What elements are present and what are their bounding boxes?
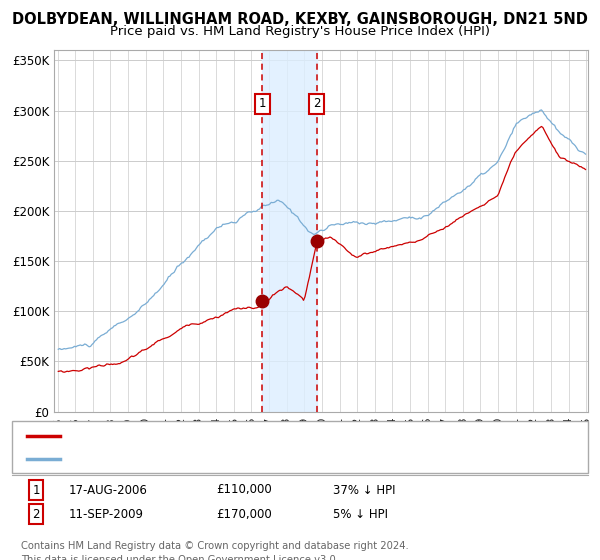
Text: 17-AUG-2006: 17-AUG-2006 — [69, 483, 148, 497]
Text: £170,000: £170,000 — [216, 507, 272, 521]
Bar — [262, 50, 317, 412]
Text: Contains HM Land Registry data © Crown copyright and database right 2024.
This d: Contains HM Land Registry data © Crown c… — [21, 541, 409, 560]
Text: HPI: Average price, detached house, West Lindsey: HPI: Average price, detached house, West… — [69, 454, 349, 464]
Text: 2: 2 — [313, 97, 320, 110]
Text: 11-SEP-2009: 11-SEP-2009 — [69, 507, 144, 521]
Text: Price paid vs. HM Land Registry's House Price Index (HPI): Price paid vs. HM Land Registry's House … — [110, 25, 490, 38]
Text: DOLBYDEAN, WILLINGHAM ROAD, KEXBY, GAINSBOROUGH, DN21 5ND (detached house): DOLBYDEAN, WILLINGHAM ROAD, KEXBY, GAINS… — [69, 431, 563, 441]
Text: 37% ↓ HPI: 37% ↓ HPI — [333, 483, 395, 497]
Text: £110,000: £110,000 — [216, 483, 272, 497]
Text: 1: 1 — [32, 483, 40, 497]
Text: 5% ↓ HPI: 5% ↓ HPI — [333, 507, 388, 521]
Text: DOLBYDEAN, WILLINGHAM ROAD, KEXBY, GAINSBOROUGH, DN21 5ND: DOLBYDEAN, WILLINGHAM ROAD, KEXBY, GAINS… — [12, 12, 588, 27]
Text: 2: 2 — [32, 507, 40, 521]
Text: 1: 1 — [259, 97, 266, 110]
